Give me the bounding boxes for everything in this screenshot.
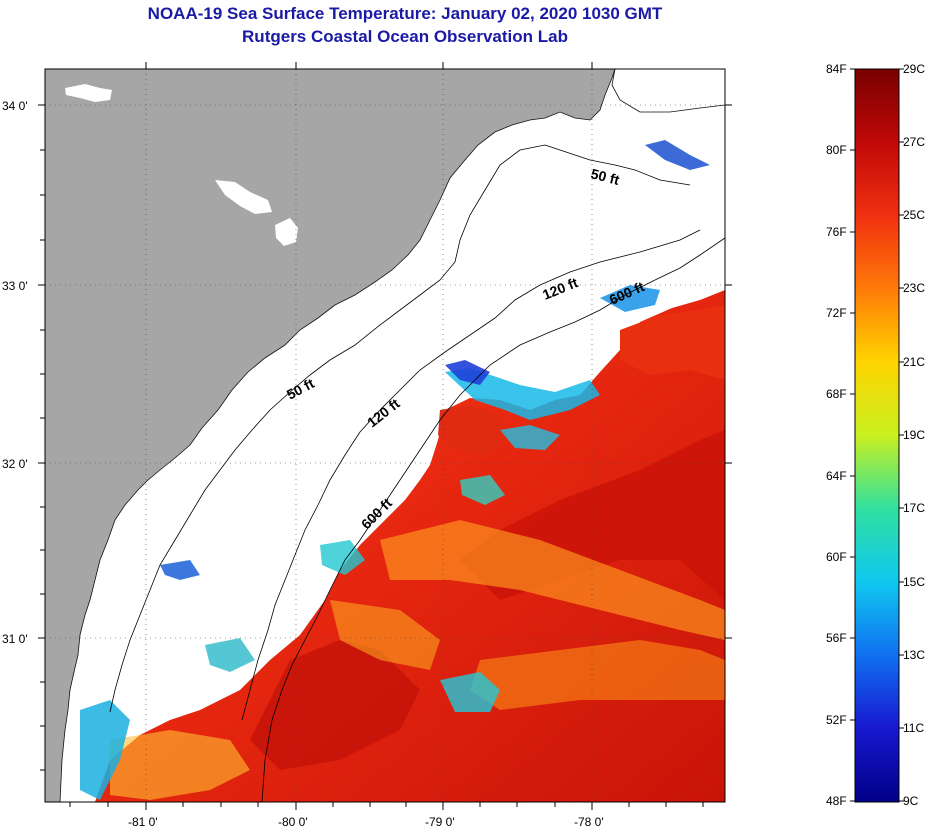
land-mass: [45, 69, 616, 802]
warm-filament: [330, 600, 440, 670]
contour-120ft: [241, 229, 701, 721]
hot-water-core-south: [250, 640, 420, 770]
colorbar-f-label: 68F: [826, 387, 847, 401]
inland-no-data: [65, 84, 112, 102]
cool-patch: [440, 672, 500, 712]
colorbar-f-label: 56F: [826, 631, 847, 645]
lon-label: -79 0': [425, 815, 455, 829]
contour-600ft: [261, 237, 725, 802]
colorbar-f-label: 72F: [826, 306, 847, 320]
colorbar-c-label: 23C: [903, 281, 925, 295]
colorbar-f-label: 64F: [826, 469, 847, 483]
warm-filament: [110, 730, 250, 800]
cold-patch: [445, 360, 490, 385]
colorbar-c-labels: 29C 27C 25C 23C 21C 19C 17C 15C 13C 11C …: [903, 62, 925, 808]
colorbar-c-label: 29C: [903, 62, 925, 76]
cool-patch: [600, 285, 660, 312]
warm-eddy-north: [620, 305, 725, 380]
map-ticks: [38, 62, 732, 810]
colorbar-c-label: 11C: [903, 721, 924, 735]
colorbar-f-label: 80F: [826, 143, 847, 157]
lat-label: 34 0': [2, 99, 28, 113]
colorbar-c-label: 25C: [903, 208, 925, 222]
cool-patch: [460, 475, 505, 505]
cool-patch: [645, 140, 710, 170]
cool-patch: [500, 425, 560, 450]
lat-label: 32 0': [2, 457, 28, 471]
map-frame: [44, 68, 726, 803]
colorbar-ticks: [850, 68, 904, 802]
colorbar-f-labels: 84F 80F 76F 72F 68F 64F 60F 56F 52F 48F: [826, 62, 847, 808]
map-subtitle: Rutgers Coastal Ocean Observation Lab: [242, 27, 568, 46]
colorbar-f-label: 76F: [826, 225, 847, 239]
colorbar-c-label: 9C: [903, 794, 919, 808]
colorbar-f-label: 48F: [826, 794, 847, 808]
contour-label: 50 ft: [589, 165, 621, 188]
inland-no-data: [275, 218, 298, 246]
colorbar-f-label: 52F: [826, 713, 847, 727]
colorbar-c-label: 15C: [903, 575, 925, 589]
cool-patch: [445, 368, 600, 420]
colorbar-c-label: 27C: [903, 135, 925, 149]
cool-patch: [80, 700, 130, 800]
colorbar-c-label: 21C: [903, 355, 925, 369]
lat-label: 31 0': [2, 632, 28, 646]
graticule: [45, 69, 725, 802]
cool-patch: [205, 638, 255, 672]
cool-patch: [160, 560, 200, 580]
colorbar-c-label: 19C: [903, 428, 925, 442]
warm-filament: [470, 640, 725, 710]
lon-label: -81 0': [128, 815, 158, 829]
map-title: NOAA-19 Sea Surface Temperature: January…: [147, 4, 663, 23]
inland-no-data: [215, 180, 272, 214]
warm-eddy: [438, 405, 505, 455]
colorbar-c-label: 13C: [903, 648, 925, 662]
colorbar: [854, 68, 900, 803]
land-mass-northeast: [611, 69, 725, 113]
warm-filament: [380, 520, 725, 640]
lon-label: -80 0': [278, 815, 308, 829]
lat-label: 33 0': [2, 279, 28, 293]
colorbar-c-label: 17C: [903, 501, 925, 515]
colorbar-f-label: 84F: [826, 62, 847, 76]
lon-label: -78 0': [574, 815, 604, 829]
contour-50ft: [109, 144, 691, 713]
colorbar-f-label: 60F: [826, 550, 847, 564]
